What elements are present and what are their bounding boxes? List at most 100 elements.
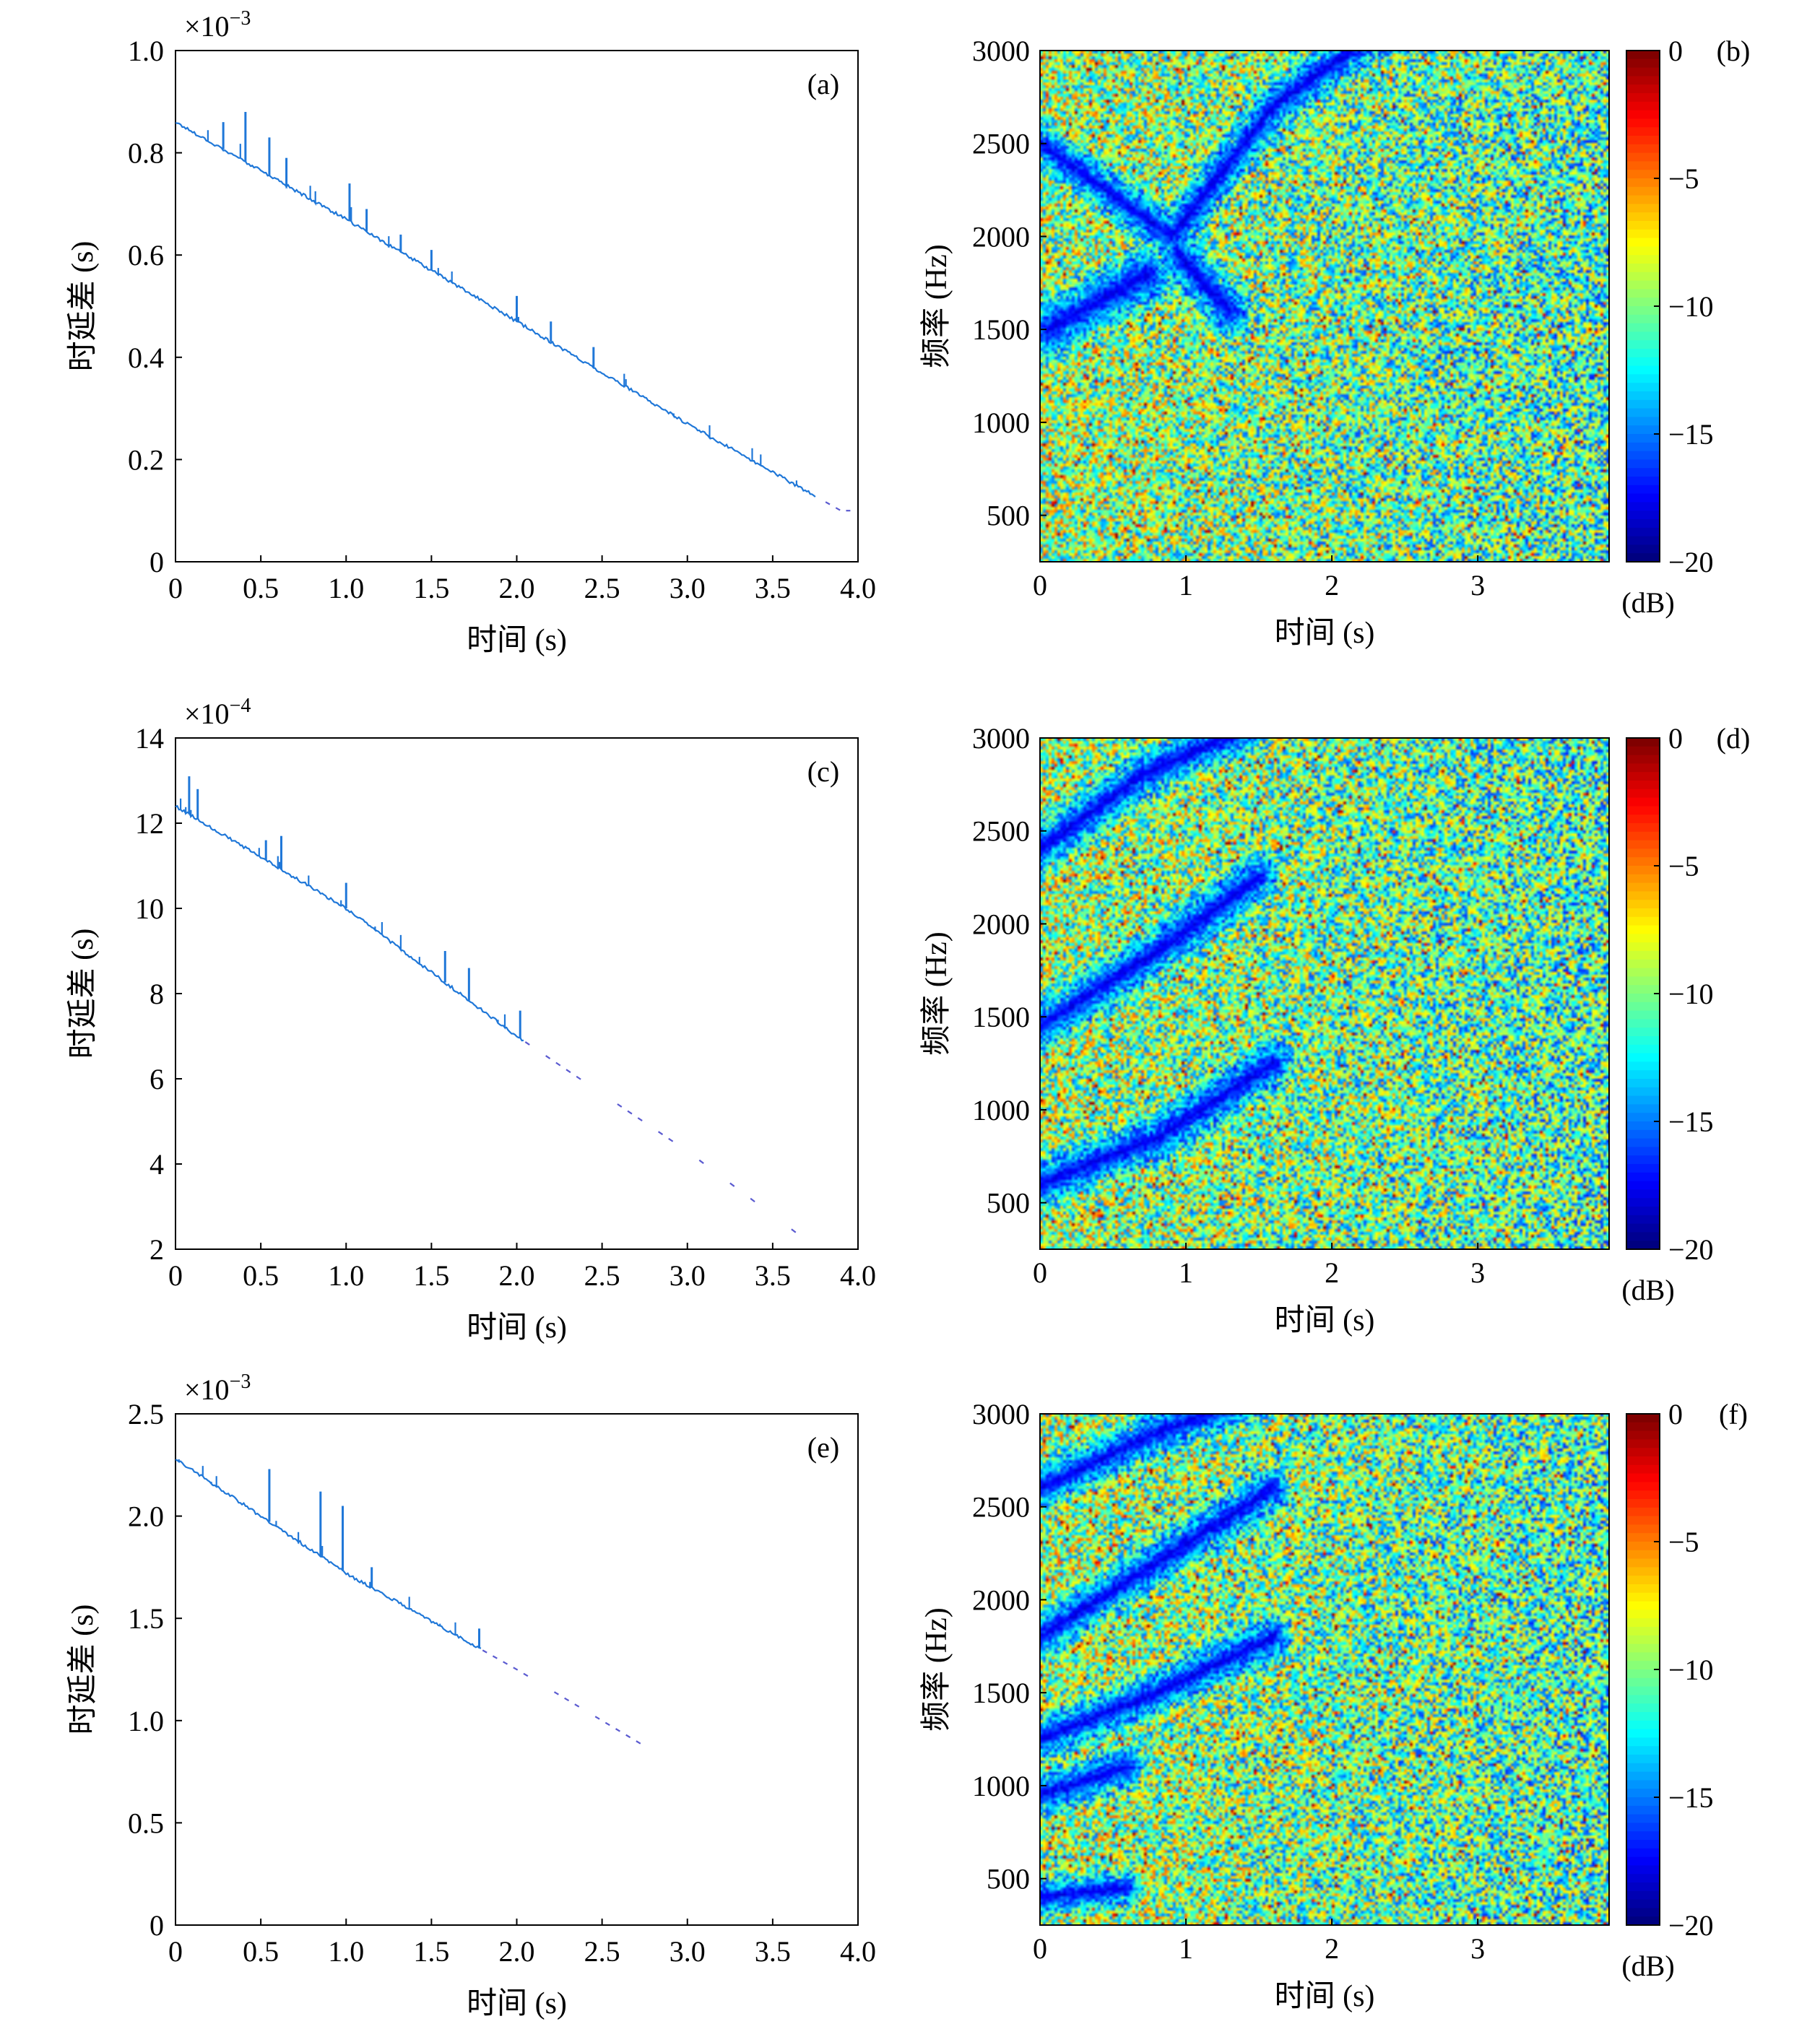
colorbar-step: [1626, 781, 1660, 790]
y-tick-label: 0.4: [128, 342, 164, 374]
colorbar-step: [1626, 399, 1660, 409]
colorbar-step: [1626, 1207, 1660, 1216]
colorbar-step: [1626, 306, 1660, 316]
colorbar-step: [1626, 908, 1660, 918]
colorbar-step: [1626, 857, 1660, 867]
colorbar-tick-label: −15: [1668, 1781, 1714, 1814]
colorbar: 0 −5 −10 −15 −20 (dB): [1621, 722, 1713, 1306]
colorbar-step: [1626, 485, 1660, 495]
colorbar-step: [1626, 1865, 1660, 1875]
delay-point: [617, 1103, 623, 1108]
delay-point: [750, 1197, 755, 1203]
delay-point: [555, 1061, 561, 1067]
colorbar-step: [1626, 391, 1660, 401]
y-tick-label: 500: [987, 1863, 1030, 1895]
colorbar-step: [1626, 1652, 1660, 1662]
colorbar-step: [1626, 797, 1660, 807]
colorbar-step: [1626, 1070, 1660, 1080]
colorbar-step: [1626, 1524, 1660, 1534]
x-tick-label: 4.0: [840, 1935, 876, 1968]
colorbar-step: [1626, 1916, 1660, 1926]
colorbar-step: [1626, 323, 1660, 333]
colorbar-step: [1626, 374, 1660, 384]
x-tick-label: 3.5: [755, 1935, 791, 1968]
delay-point: [627, 1110, 633, 1115]
colorbar-step: [1626, 212, 1660, 222]
x-tick-label: 0.5: [243, 572, 279, 604]
x-tick-label: 2: [1325, 1256, 1339, 1289]
colorbar-step: [1626, 459, 1660, 469]
colorbar-step: [1626, 544, 1660, 555]
colorbar-step: [1626, 738, 1660, 747]
delay-trace: [175, 798, 524, 1042]
colorbar-step: [1626, 1661, 1660, 1670]
colorbar-step: [1626, 417, 1660, 427]
colorbar-step: [1626, 1755, 1660, 1764]
y-tick-label: 3000: [972, 722, 1030, 755]
colorbar-step: [1626, 289, 1660, 299]
colorbar-step: [1626, 1899, 1660, 1909]
delay-point: [825, 501, 831, 505]
delay-point: [729, 1182, 735, 1187]
delay-point: [574, 1703, 580, 1708]
colorbar-step: [1626, 1695, 1660, 1705]
colorbar-tick-label: −20: [1668, 1909, 1714, 1942]
colorbar-step: [1626, 1129, 1660, 1139]
colorbar-step: [1626, 493, 1660, 503]
colorbar-step: [1626, 1473, 1660, 1483]
delay-point: [553, 1691, 559, 1695]
y-tick-label: 1000: [972, 1094, 1030, 1126]
colorbar-tick-label: −5: [1668, 162, 1699, 195]
x-tick-label: 4.0: [840, 1259, 876, 1292]
colorbar-step: [1626, 1737, 1660, 1747]
y-tick-label: 0.8: [128, 137, 164, 170]
colorbar-step: [1626, 1550, 1660, 1560]
y-tick-label: 0.2: [128, 443, 164, 476]
colorbar-step: [1626, 1053, 1660, 1063]
colorbar-step: [1626, 502, 1660, 512]
x-tick-label: 1.5: [413, 572, 449, 604]
colorbar-step: [1626, 331, 1660, 342]
colorbar-tick-label: −15: [1668, 1106, 1714, 1138]
colorbar-step: [1626, 1482, 1660, 1492]
y-axis-label: 时延差 (s): [66, 1604, 100, 1735]
colorbar-step: [1626, 1138, 1660, 1148]
colorbar-step: [1626, 280, 1660, 290]
x-tick-label: 3.0: [670, 1259, 706, 1292]
colorbar-step: [1626, 297, 1660, 307]
colorbar-step: [1626, 968, 1660, 978]
colorbar-step: [1626, 1044, 1660, 1054]
colorbar-step: [1626, 1882, 1660, 1892]
colorbar-step: [1626, 815, 1660, 824]
colorbar-step: [1626, 1147, 1660, 1157]
y-tick-label: 1.0: [128, 1705, 164, 1737]
colorbar-step: [1626, 1439, 1660, 1449]
x-axis-label: 时间 (s): [1275, 1980, 1375, 2013]
plot-frame: [175, 737, 859, 1250]
x-tick-label: 3.5: [755, 572, 791, 604]
colorbar-step: [1626, 1805, 1660, 1815]
colorbar-tick-label: −10: [1668, 290, 1714, 323]
colorbar-step: [1626, 1019, 1660, 1029]
colorbar-step: [1626, 314, 1660, 324]
colorbar-step: [1626, 1677, 1660, 1688]
colorbar-step: [1626, 1874, 1660, 1883]
x-tick-label: 2: [1325, 1932, 1339, 1965]
y-tick-label: 2500: [972, 128, 1030, 160]
x-tick-label: 0.5: [243, 1935, 279, 1968]
y-tick-label: 6: [150, 1063, 164, 1095]
colorbar-unit: (dB): [1621, 1950, 1674, 1982]
colorbar-step: [1626, 527, 1660, 537]
colorbar-step: [1626, 1635, 1660, 1645]
colorbar-step: [1626, 1010, 1660, 1020]
colorbar-step: [1626, 1456, 1660, 1466]
x-tick-label: 1: [1179, 1256, 1193, 1289]
colorbar-step: [1626, 51, 1660, 60]
colorbar-step: [1626, 925, 1660, 935]
colorbar-step: [1626, 1490, 1660, 1500]
colorbar-step: [1626, 1890, 1660, 1901]
colorbar-step: [1626, 1542, 1660, 1551]
delay-point: [545, 1055, 551, 1059]
y-tick-label: 2000: [972, 1584, 1030, 1616]
delay-point: [625, 1734, 631, 1739]
